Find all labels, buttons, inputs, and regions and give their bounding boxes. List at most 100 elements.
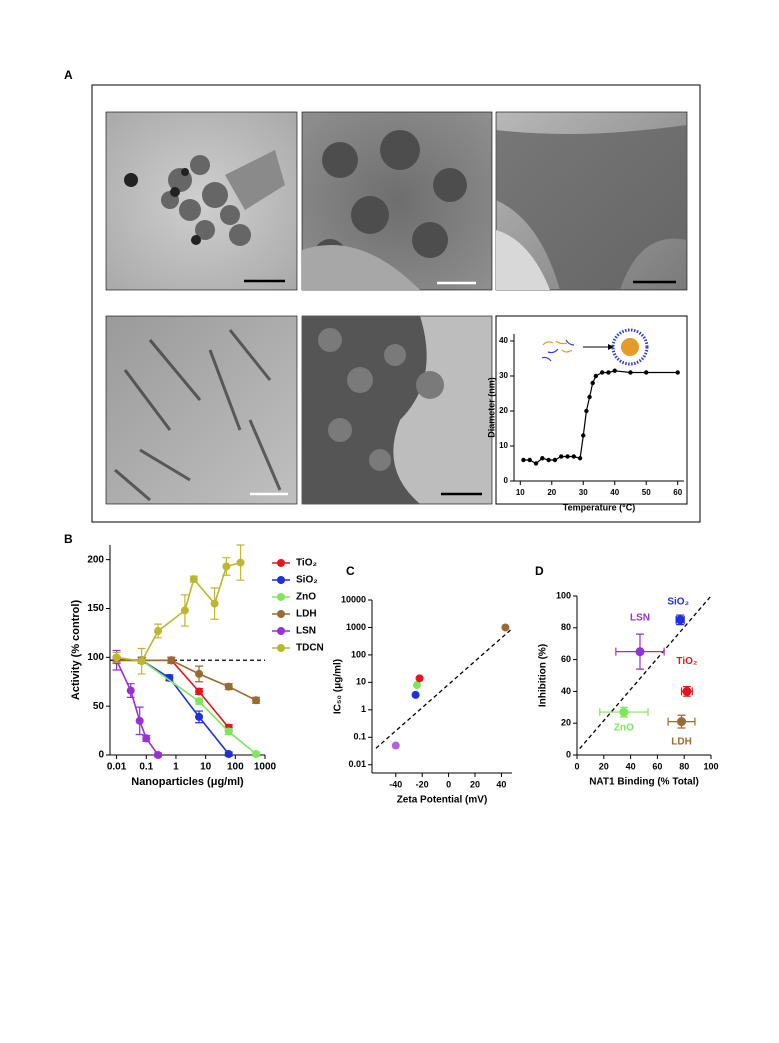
marker <box>587 394 592 400</box>
legend-label: TDCN <box>296 643 324 654</box>
point <box>411 690 420 699</box>
y-axis-label: Diameter (nm) <box>486 377 496 438</box>
y-tick-label: 40 <box>561 686 571 696</box>
point <box>391 741 400 750</box>
point-label: ZnO <box>614 723 634 734</box>
legend-marker <box>277 610 285 618</box>
marker <box>552 457 558 463</box>
marker <box>533 461 539 466</box>
panel-a-frame <box>91 84 701 523</box>
marker <box>236 558 245 567</box>
marker <box>628 370 633 375</box>
y-tick-label: 80 <box>561 622 571 632</box>
x-tick-label: 40 <box>610 488 619 497</box>
y-tick-label: 60 <box>561 654 571 664</box>
x-tick-label: 100 <box>227 762 244 773</box>
marker <box>581 433 586 438</box>
micrograph-frame <box>495 315 688 505</box>
marker <box>606 370 611 375</box>
marker <box>135 716 144 725</box>
x-tick-label: 0.01 <box>107 762 127 773</box>
x-tick-label: 20 <box>547 488 556 497</box>
x-tick-label: 1000 <box>254 762 277 773</box>
point <box>415 674 424 683</box>
marker <box>224 750 233 759</box>
marker <box>571 454 577 459</box>
line <box>116 561 241 663</box>
micelle-illustration <box>541 328 649 366</box>
point <box>677 717 687 727</box>
marker <box>527 457 532 463</box>
legend-label: TiO₂ <box>296 558 317 569</box>
y-tick-label: 0 <box>566 749 571 759</box>
marker <box>112 653 121 662</box>
marker <box>599 370 605 375</box>
marker <box>224 727 233 736</box>
micrograph <box>495 111 688 291</box>
marker <box>126 686 135 695</box>
marker <box>577 456 583 461</box>
legend-label: LSN <box>296 626 316 637</box>
y-tick-label: 0 <box>504 476 509 485</box>
y-tick-label: 10000 <box>341 594 366 604</box>
legend-label: LDH <box>296 609 317 620</box>
legend-label: SiO₂ <box>296 575 318 586</box>
marker <box>252 696 261 705</box>
marker <box>521 457 526 463</box>
y-tick-label: 20 <box>499 406 508 415</box>
x-tick-label: 80 <box>679 761 689 771</box>
x-tick-label: 0.1 <box>139 762 153 773</box>
y-axis-label: Activity (% control) <box>70 600 82 701</box>
x-tick-label: 0 <box>446 779 451 789</box>
marker <box>222 562 231 571</box>
point-label: LSN <box>630 612 650 623</box>
x-tick-label: 60 <box>673 488 682 497</box>
panel-label: D <box>535 564 544 578</box>
point <box>412 681 421 690</box>
x-tick-label: 60 <box>652 761 662 771</box>
reference-line <box>579 595 712 750</box>
point <box>501 623 510 632</box>
marker <box>675 370 680 375</box>
marker <box>154 626 163 635</box>
legend-label: ZnO <box>296 592 316 603</box>
x-tick-label: 10 <box>200 762 212 773</box>
x-axis-label: NAT1 Binding (% Total) <box>589 777 699 788</box>
panel-label: A <box>64 68 73 82</box>
x-tick-label: 40 <box>626 761 636 771</box>
x-axis-label: Temperature (°C) <box>563 502 635 512</box>
y-tick-label: 10 <box>356 677 366 687</box>
y-tick-label: 10 <box>499 441 508 450</box>
x-tick-label: 10 <box>516 488 525 497</box>
line <box>116 659 257 702</box>
x-tick-label: 0 <box>574 761 579 771</box>
y-tick-label: 20 <box>561 718 571 728</box>
marker <box>189 575 198 584</box>
panel-label: B <box>64 532 73 546</box>
y-tick-label: 100 <box>556 590 571 600</box>
y-tick-label: 0.01 <box>348 759 366 769</box>
point <box>682 686 692 696</box>
legend-marker <box>277 576 285 584</box>
marker <box>210 599 219 608</box>
micrograph <box>301 111 493 291</box>
marker <box>584 408 589 414</box>
y-tick-label: 1000 <box>346 622 366 632</box>
marker <box>540 456 545 461</box>
marker <box>546 457 551 463</box>
micrograph <box>105 315 298 505</box>
legend-marker <box>277 644 285 652</box>
marker <box>195 697 204 706</box>
marker <box>644 370 649 375</box>
x-tick-label: -20 <box>416 779 429 789</box>
y-tick-label: 50 <box>93 701 105 712</box>
panel-label: C <box>346 564 355 578</box>
marker <box>252 750 261 759</box>
y-tick-label: 0 <box>98 750 104 761</box>
marker <box>565 454 570 459</box>
y-tick-label: 30 <box>499 371 508 380</box>
marker <box>195 669 204 678</box>
marker <box>590 380 595 386</box>
marker <box>167 656 176 665</box>
x-tick-label: 20 <box>599 761 609 771</box>
